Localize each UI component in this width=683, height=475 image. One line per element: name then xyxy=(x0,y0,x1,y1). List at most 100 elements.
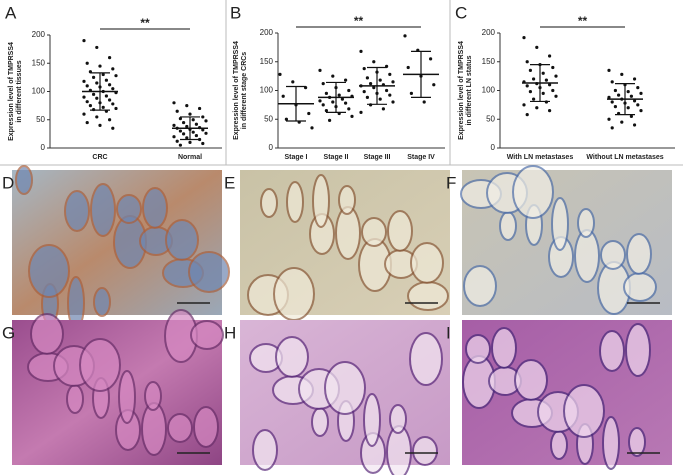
data-point xyxy=(535,106,539,110)
x-tick-label: Stage II xyxy=(324,154,349,161)
data-point xyxy=(378,78,382,82)
data-point xyxy=(409,91,413,95)
data-point xyxy=(535,45,539,49)
data-point xyxy=(391,80,395,84)
data-point xyxy=(328,118,332,122)
data-point xyxy=(613,105,618,109)
data-point xyxy=(111,67,115,71)
data-point xyxy=(365,95,369,99)
tissue-structure xyxy=(260,188,278,218)
data-point xyxy=(82,95,86,99)
data-point xyxy=(347,88,351,93)
data-point xyxy=(175,139,179,143)
data-point xyxy=(607,68,611,72)
tissue-structure xyxy=(600,240,626,270)
tissue-structure xyxy=(363,393,381,447)
significance-stars: ** xyxy=(578,14,588,28)
tissue-structure xyxy=(273,267,315,321)
tissue-structure xyxy=(563,384,605,438)
y-tick-label: 150 xyxy=(482,57,496,66)
data-point xyxy=(522,36,526,40)
data-point xyxy=(337,93,341,97)
data-point xyxy=(610,126,614,130)
y-axis-label: Expression level of TMPRSS4 xyxy=(458,41,465,140)
data-point xyxy=(541,71,545,75)
tissue-structure xyxy=(252,429,278,471)
tissue-structure xyxy=(412,436,438,466)
data-point xyxy=(554,74,558,78)
data-point xyxy=(321,82,325,86)
tissue-structure xyxy=(93,287,111,317)
data-point xyxy=(108,118,112,122)
data-point xyxy=(620,72,624,76)
data-point xyxy=(321,103,325,107)
data-point xyxy=(551,65,555,70)
data-point xyxy=(101,72,105,77)
tissue-structure xyxy=(324,361,366,415)
data-point xyxy=(108,83,112,87)
y-tick-label: 50 xyxy=(264,114,273,123)
data-point xyxy=(108,56,112,60)
tissue-structure xyxy=(410,242,444,284)
data-point xyxy=(365,76,369,80)
data-point xyxy=(607,117,611,121)
tissue-structure xyxy=(387,210,413,252)
data-point xyxy=(629,94,634,98)
tissue-structure xyxy=(118,370,136,424)
y-tick-label: 0 xyxy=(491,143,496,152)
data-point xyxy=(111,102,115,106)
data-point xyxy=(388,93,392,97)
panel-letter: D xyxy=(2,173,14,192)
data-point xyxy=(532,97,536,101)
data-point xyxy=(82,39,86,43)
data-point xyxy=(307,111,311,116)
data-point xyxy=(82,112,86,116)
data-point xyxy=(369,82,373,86)
data-point xyxy=(406,65,410,70)
data-point xyxy=(104,78,108,82)
data-point xyxy=(525,113,529,117)
x-tick-label: Stage I xyxy=(285,154,308,161)
y-tick-label: 200 xyxy=(482,28,496,37)
data-point xyxy=(172,123,176,127)
data-point xyxy=(185,104,189,108)
data-point xyxy=(344,101,348,105)
data-point xyxy=(528,90,533,94)
tissue-structure xyxy=(409,332,443,386)
y-tick-label: 150 xyxy=(260,57,274,66)
y-tick-label: 0 xyxy=(269,143,274,152)
data-point xyxy=(198,106,202,111)
tissue-structure xyxy=(167,413,193,443)
tissue-structure xyxy=(311,407,329,437)
tissue-structure xyxy=(602,416,620,470)
data-point xyxy=(331,100,335,104)
data-point xyxy=(82,79,86,83)
panel-letter: F xyxy=(446,173,456,192)
data-point xyxy=(324,91,328,95)
data-point xyxy=(607,95,611,99)
panel-letter: G xyxy=(2,323,15,342)
tissue-structure xyxy=(465,334,491,364)
data-point xyxy=(114,74,118,78)
data-point xyxy=(201,128,205,132)
y-tick-label: 100 xyxy=(32,87,46,96)
data-point xyxy=(291,80,295,84)
data-point xyxy=(281,94,285,98)
data-point xyxy=(636,86,640,90)
data-point xyxy=(318,99,322,103)
data-point xyxy=(194,133,198,138)
data-point xyxy=(610,100,614,104)
data-point xyxy=(95,45,99,50)
data-point xyxy=(178,117,182,121)
data-point xyxy=(88,104,92,108)
tissue-structure xyxy=(625,323,651,377)
tissue-structure xyxy=(64,190,90,232)
data-point xyxy=(372,86,376,90)
data-point xyxy=(359,110,363,114)
tissue-structure xyxy=(275,336,309,378)
tissue-structure xyxy=(577,208,595,238)
data-point xyxy=(350,114,354,118)
data-point xyxy=(629,114,634,118)
data-point xyxy=(98,64,102,68)
tissue-structure xyxy=(28,244,70,298)
